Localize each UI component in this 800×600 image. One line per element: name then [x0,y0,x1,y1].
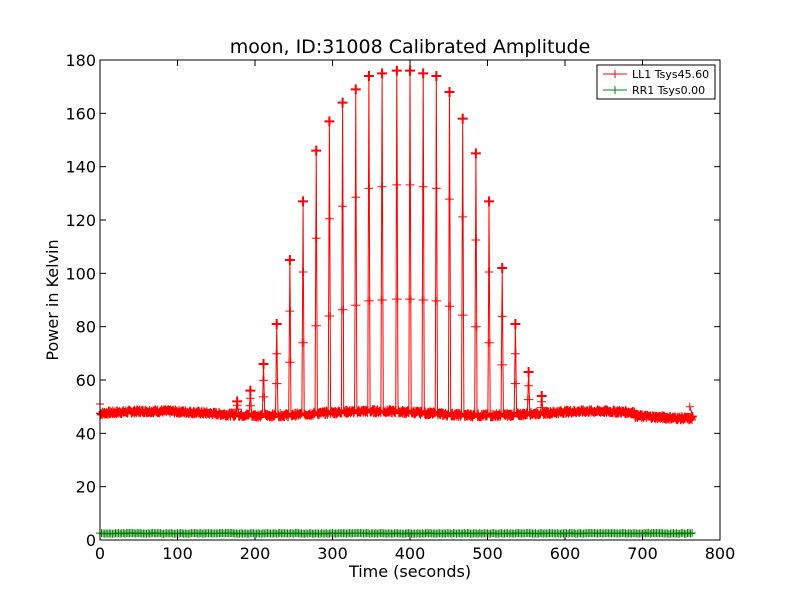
x-tick-label: 600 [550,544,581,563]
scan-peak-point [497,263,508,273]
x-axis-label: Time (seconds) [348,562,471,581]
x-tick-label: 0 [95,544,105,563]
legend-label-ll1: LL1 Tsys45.60 [632,68,709,81]
scan-peak-point [311,145,322,156]
legend: LL1 Tsys45.60 RR1 Tsys0.00 [596,64,716,100]
scan-peak-point [405,65,415,76]
y-tick-label: 100 [65,264,96,283]
scan-peak-point [232,396,243,407]
scan-peak-point [418,68,429,79]
scan-peak-point [298,196,309,207]
x-tick-label: 800 [705,544,736,563]
scan-peak-point [337,97,348,108]
scan-peak-point [470,148,481,159]
series-rr1 [96,528,697,538]
y-tick-label: 40 [76,424,96,443]
scan-peak-point [245,385,256,396]
legend-marker-rr1 [611,86,619,94]
x-tick-label: 200 [240,544,271,563]
scan-peak-point [271,319,282,329]
scan-peak-point [363,71,374,81]
scan-peak-point [377,68,388,79]
y-tick-label: 60 [76,371,96,390]
x-tick-label: 500 [472,544,503,563]
scan-peak-point [510,319,521,329]
y-tick-label: 0 [86,531,96,550]
scan-peak-point [484,196,495,207]
x-tick-label: 300 [317,544,348,563]
legend-box [596,64,716,100]
y-tick-label: 20 [76,478,96,497]
scan-peak-point [350,84,361,95]
y-tick-label: 160 [65,104,96,123]
scan-peak-point [523,367,534,377]
scan-peak-point [258,359,269,369]
ticks-layer: 0 100 200 300 400 500 600 700 800 0 20 40 60 80 100 120… [65,51,735,563]
y-tick-label: 80 [76,318,96,337]
x-tick-label: 100 [162,544,193,563]
y-tick-label: 180 [65,51,96,70]
chart-title: moon, ID:31008 Calibrated Amplitude [230,36,591,58]
scan-peak-point [284,255,295,265]
x-tick-label: 700 [627,544,658,563]
x-tick-label: 400 [395,544,426,563]
scan-peak-point [457,113,468,124]
scan-peak-point [444,87,455,97]
scan-peak-point [391,65,402,76]
scan-peak-point [324,116,335,127]
legend-label-rr1: RR1 Tsys0.00 [632,84,705,97]
y-tick-label: 140 [65,158,96,177]
legend-marker-ll1 [611,70,619,78]
scan-peak-point [536,391,547,401]
y-axis-label: Power in Kelvin [43,239,62,360]
plot-frame [99,59,721,541]
scan-peak-point [431,71,442,81]
y-tick-label: 120 [65,211,96,230]
